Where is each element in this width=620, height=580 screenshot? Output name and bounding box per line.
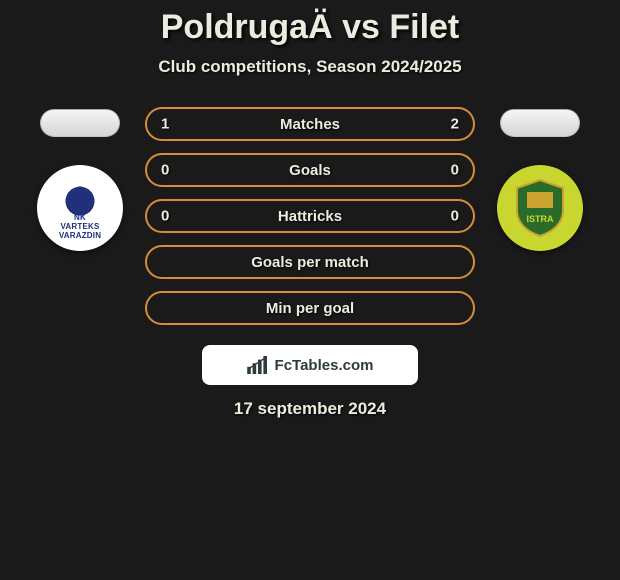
stat-right-value: 2	[451, 116, 459, 133]
date-text: 17 september 2024	[234, 399, 386, 419]
stat-label: Min per goal	[266, 300, 354, 317]
stat-label: Matches	[280, 116, 340, 133]
team-logo-left: NKVARTEKSVARAZDIN	[37, 165, 123, 251]
right-side: ISTRA	[480, 107, 600, 251]
stat-left-value: 0	[161, 208, 169, 225]
stat-left-value: 1	[161, 116, 169, 133]
bar-chart-icon	[247, 356, 269, 374]
brand-box[interactable]: FcTables.com	[202, 345, 418, 385]
team-logo-right: ISTRA	[497, 165, 583, 251]
brand-text: FcTables.com	[275, 357, 374, 374]
stats-column: 1 Matches 2 0 Goals 0 0 Hattricks 0 Goal…	[140, 107, 480, 419]
stat-row-min-per-goal: Min per goal	[145, 291, 475, 325]
stat-row-matches: 1 Matches 2	[145, 107, 475, 141]
left-side: NKVARTEKSVARAZDIN	[20, 107, 140, 251]
stat-row-goals: 0 Goals 0	[145, 153, 475, 187]
page-title: PoldrugaÄ vs Filet	[0, 8, 620, 47]
right-pill	[500, 109, 580, 137]
stat-right-value: 0	[451, 208, 459, 225]
svg-text:ISTRA: ISTRA	[527, 214, 555, 224]
stat-right-value: 0	[451, 162, 459, 179]
stat-label: Goals	[289, 162, 331, 179]
stat-left-value: 0	[161, 162, 169, 179]
left-pill	[40, 109, 120, 137]
stat-label: Goals per match	[251, 254, 369, 271]
comparison-card: PoldrugaÄ vs Filet Club competitions, Se…	[0, 0, 620, 419]
stat-row-hattricks: 0 Hattricks 0	[145, 199, 475, 233]
stat-label: Hattricks	[278, 208, 342, 225]
stat-row-goals-per-match: Goals per match	[145, 245, 475, 279]
main-row: NKVARTEKSVARAZDIN 1 Matches 2 0 Goals 0 …	[0, 107, 620, 419]
subtitle: Club competitions, Season 2024/2025	[0, 57, 620, 77]
